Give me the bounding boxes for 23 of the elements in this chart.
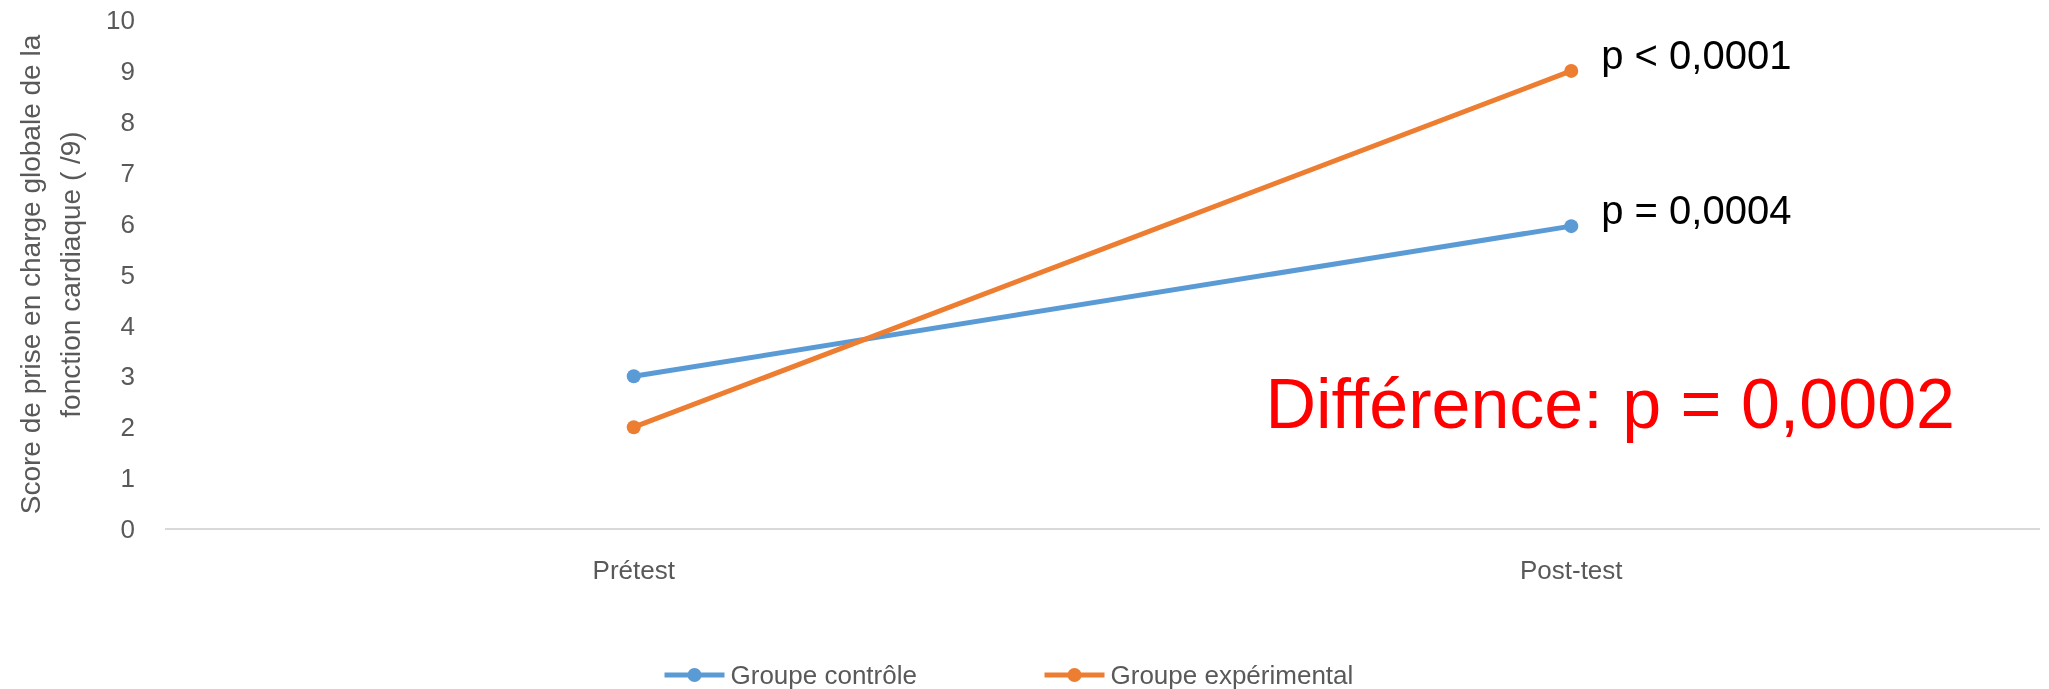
y-tick-label: 5 bbox=[120, 259, 135, 290]
x-tick-label: Prétest bbox=[592, 555, 676, 585]
y-tick-label: 6 bbox=[120, 208, 135, 239]
legend-label: Groupe expérimental bbox=[1110, 660, 1354, 689]
point bbox=[626, 420, 641, 435]
y-tick-label: 1 bbox=[120, 463, 135, 494]
y-tick-label: 0 bbox=[120, 514, 135, 545]
point bbox=[1564, 63, 1579, 78]
point bbox=[626, 369, 641, 384]
y-axis-title: Score de prise en charge globale de la fonction cardiaque ( /9) bbox=[15, 34, 86, 515]
annotation: Différence: p = 0,0002 bbox=[1265, 365, 1955, 443]
annotation: p < 0,0001 bbox=[1601, 32, 1792, 77]
annotation: p = 0,0004 bbox=[1601, 188, 1792, 233]
y-tick-label: 10 bbox=[106, 5, 135, 36]
y-tick-label: 7 bbox=[120, 157, 135, 188]
y-tick-label: 3 bbox=[120, 361, 135, 392]
point bbox=[1564, 219, 1579, 234]
y-tick-label: 8 bbox=[120, 106, 135, 137]
y-tick-label: 4 bbox=[120, 310, 135, 341]
legend-label: Groupe contrôle bbox=[730, 660, 917, 689]
y-tick-label: 9 bbox=[120, 56, 135, 86]
x-tick-label: Post-test bbox=[1519, 555, 1624, 585]
y-tick-label: 2 bbox=[120, 412, 135, 443]
